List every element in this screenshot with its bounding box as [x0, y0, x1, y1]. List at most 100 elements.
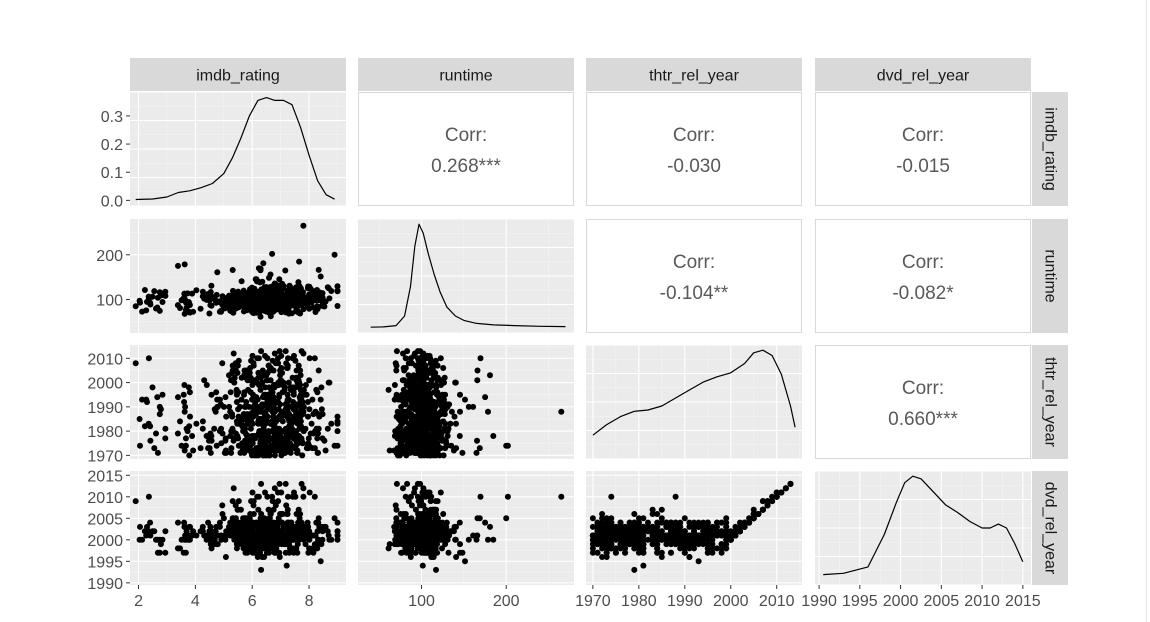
scatter-point: [307, 430, 314, 437]
scatter-point: [334, 413, 341, 420]
scatter-point: [306, 545, 313, 552]
x-tick-label: 1990: [667, 593, 703, 610]
scatter-point: [416, 541, 423, 548]
scatter-point: [305, 413, 311, 420]
scatter-point: [695, 536, 702, 543]
scatter-point: [603, 515, 610, 522]
scatter-point: [285, 396, 292, 403]
scatter-point: [228, 428, 235, 435]
scatter-point: [334, 519, 341, 526]
scatter-point: [145, 493, 152, 500]
scatter-point: [445, 549, 452, 556]
scatter-point: [709, 545, 716, 552]
scatter-point: [435, 391, 442, 398]
scatter-point: [229, 498, 236, 505]
scatter-point: [398, 442, 405, 449]
scatter-point: [612, 549, 619, 556]
scatter-point: [773, 493, 780, 500]
y-tick-label: 0.1: [101, 165, 123, 182]
scatter-point: [709, 532, 716, 539]
scatter-point: [203, 433, 210, 439]
scatter-point: [137, 442, 143, 449]
scatter-point: [208, 545, 215, 552]
scatter-point: [244, 374, 251, 381]
scatter-point: [422, 372, 429, 379]
scatter-point: [723, 532, 730, 539]
scatter-point: [430, 506, 436, 513]
scatter-point: [440, 452, 447, 459]
scatter-point: [477, 355, 484, 362]
scatter-point: [259, 278, 266, 285]
scatter-point: [302, 541, 309, 548]
scatter-point: [769, 498, 776, 505]
scatter-point: [261, 532, 268, 539]
scatter-point: [154, 304, 161, 311]
scatter-point: [314, 389, 321, 396]
scatter-point: [617, 536, 624, 543]
scatter-point: [773, 489, 780, 496]
strip-right-runtime: [1032, 219, 1068, 333]
scatter-point: [422, 401, 429, 408]
scatter-point: [428, 377, 435, 384]
scatter-point: [714, 523, 720, 530]
scatter-point: [256, 372, 263, 379]
scatter-point: [457, 391, 463, 398]
scatter-point: [645, 523, 651, 530]
y-tick-label: 1970: [87, 448, 123, 465]
scatter-point: [603, 523, 610, 530]
scatter-point: [394, 452, 401, 459]
scatter-point: [434, 447, 441, 454]
density-curve-dvd_rel_year: [823, 475, 1024, 576]
scatter-point: [695, 558, 702, 565]
scatter-point: [686, 536, 693, 543]
scatter-point: [213, 291, 220, 298]
scatter-point: [315, 367, 322, 374]
scatter-point: [182, 549, 189, 556]
scatter-point: [157, 406, 164, 413]
x-tick-label: 2000: [713, 593, 749, 610]
scatter-point: [282, 541, 289, 548]
scatter-point: [424, 425, 431, 432]
corr-panel: [358, 92, 574, 206]
scatter-point: [309, 396, 316, 403]
y-tick-label: 2005: [87, 511, 123, 528]
scatter-point: [415, 437, 422, 444]
scatter-point: [303, 391, 310, 398]
scatter-point: [239, 423, 246, 430]
corr-label: Corr:: [902, 125, 944, 146]
scatter-point: [427, 493, 434, 500]
scatter-point: [594, 549, 601, 556]
y-tick-label: 2010: [87, 490, 123, 507]
scatter-point: [318, 302, 325, 309]
strip-top-thtr_rel_year: [586, 58, 802, 91]
scatter-point: [402, 401, 409, 408]
scatter-point: [473, 449, 480, 456]
corr-panel: [586, 92, 802, 206]
scatter-point: [700, 523, 707, 530]
scatter-point: [162, 435, 169, 442]
scatter-point: [589, 532, 596, 539]
scatter-point: [331, 251, 338, 258]
scatter-point: [504, 493, 511, 500]
scatter-point: [704, 528, 711, 535]
scatter-point: [331, 442, 338, 449]
scatter-point: [686, 541, 693, 548]
scatter-point: [635, 532, 642, 539]
scatter-point: [399, 437, 406, 444]
scatter-point: [422, 386, 429, 393]
strip-label: runtime: [1042, 249, 1059, 302]
scatter-point: [681, 515, 688, 522]
scatter-point: [654, 549, 661, 556]
scatter-point: [334, 428, 341, 435]
scatter-point: [296, 379, 303, 386]
strip-top-dvd_rel_year: [815, 58, 1031, 91]
scatter-point: [635, 519, 642, 526]
x-tick-label: 6: [248, 593, 257, 610]
scatter-point: [257, 265, 264, 272]
scatter-point: [490, 536, 497, 543]
scatter-point: [153, 430, 159, 437]
scatter-point: [391, 541, 398, 548]
scatter-point: [181, 261, 188, 268]
scatter-point: [412, 430, 419, 437]
scatter-point: [782, 485, 789, 492]
